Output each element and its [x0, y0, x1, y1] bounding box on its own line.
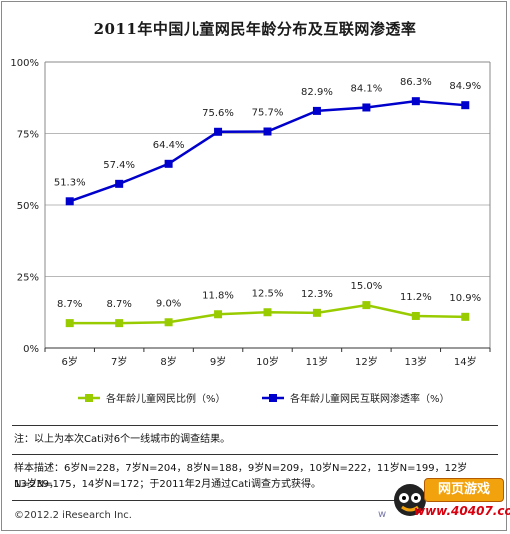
data-point [263, 308, 272, 317]
data-label: 15.0% [350, 281, 382, 292]
y-tick-label: 100% [10, 58, 39, 69]
separator-line [12, 425, 498, 426]
data-label: 82.9% [301, 87, 333, 98]
legend-label: 各年龄儿童网民互联网渗透率（%） [290, 392, 450, 405]
separator-line [12, 500, 498, 501]
x-tick-label: 13岁 [404, 355, 427, 368]
data-label: 51.3% [54, 177, 86, 188]
x-tick-label: 10岁 [256, 355, 279, 368]
data-label: 84.1% [350, 83, 382, 94]
data-label: 11.2% [400, 292, 432, 303]
watermark-url: www.40407.com [414, 504, 510, 518]
sample-line-2: 13岁N=175，14岁N=172；于2011年2月通过Cati调查方式获得。 [14, 479, 321, 490]
data-label: 8.7% [106, 299, 131, 310]
y-tick-label: 75% [17, 130, 39, 141]
data-point [312, 308, 321, 317]
data-label: 86.3% [400, 77, 432, 88]
data-point [461, 101, 470, 110]
data-point [115, 179, 124, 188]
data-label: 12.5% [252, 288, 284, 299]
y-tick-label: 0% [23, 344, 39, 355]
data-point [214, 127, 223, 136]
copyright-text: ©2012.2 iResearch Inc. [14, 510, 132, 521]
y-tick-label: 25% [17, 273, 39, 284]
data-point [115, 319, 124, 328]
legend-marker [269, 394, 277, 402]
data-label: 75.7% [252, 107, 284, 118]
data-point [263, 127, 272, 136]
chart-area: 0% 25% 50% 75% 100% 6岁 7岁 8岁 9岁 10岁 11岁 12岁 13岁 14岁 8.… [10, 58, 491, 405]
x-tick-label: 11岁 [306, 355, 329, 368]
note-text: 注：以上为本次Cati对6个一线城市的调查结果。 [14, 434, 231, 445]
data-label: 64.4% [153, 140, 185, 151]
x-tick-label: 7岁 [111, 355, 127, 368]
data-point [312, 106, 321, 115]
watermark-logo: 网页游戏 www.40407.com w [378, 474, 510, 530]
x-tick-label: 14岁 [454, 355, 477, 368]
data-point [65, 319, 74, 328]
y-tick-label: 50% [17, 201, 39, 212]
data-point [164, 318, 173, 327]
x-tick-label: 8岁 [160, 355, 176, 368]
data-label: 11.8% [202, 290, 234, 301]
data-point [411, 97, 420, 106]
separator-line [12, 454, 498, 455]
mascot-icon [394, 484, 426, 516]
data-point [164, 159, 173, 168]
data-label: 75.6% [202, 108, 234, 119]
x-tick-label: 6岁 [62, 355, 78, 368]
legend-marker [85, 394, 93, 402]
x-tick-label: 9岁 [210, 355, 226, 368]
data-label: 9.0% [156, 298, 181, 309]
data-point [461, 312, 470, 321]
data-label: 10.9% [449, 293, 481, 304]
data-label: 8.7% [57, 299, 82, 310]
watermark-partial: w [378, 509, 387, 520]
chart-title: 2011年中国儿童网民年龄分布及互联网渗透率 [93, 20, 417, 38]
legend-label: 各年龄儿童网民比例（%） [106, 392, 226, 405]
data-point [362, 103, 371, 112]
data-point [362, 301, 371, 310]
data-label: 57.4% [103, 160, 135, 171]
data-label: 84.9% [449, 81, 481, 92]
x-tick-label: 12岁 [355, 355, 378, 368]
watermark-top-text: 网页游戏 [424, 478, 504, 502]
data-label: 12.3% [301, 289, 333, 300]
data-point [214, 310, 223, 319]
data-point [411, 311, 420, 320]
data-point [65, 197, 74, 206]
sample-line-1: 样本描述：6岁N=228，7岁N=204，8岁N=188，9岁N=209，10岁… [14, 463, 468, 490]
